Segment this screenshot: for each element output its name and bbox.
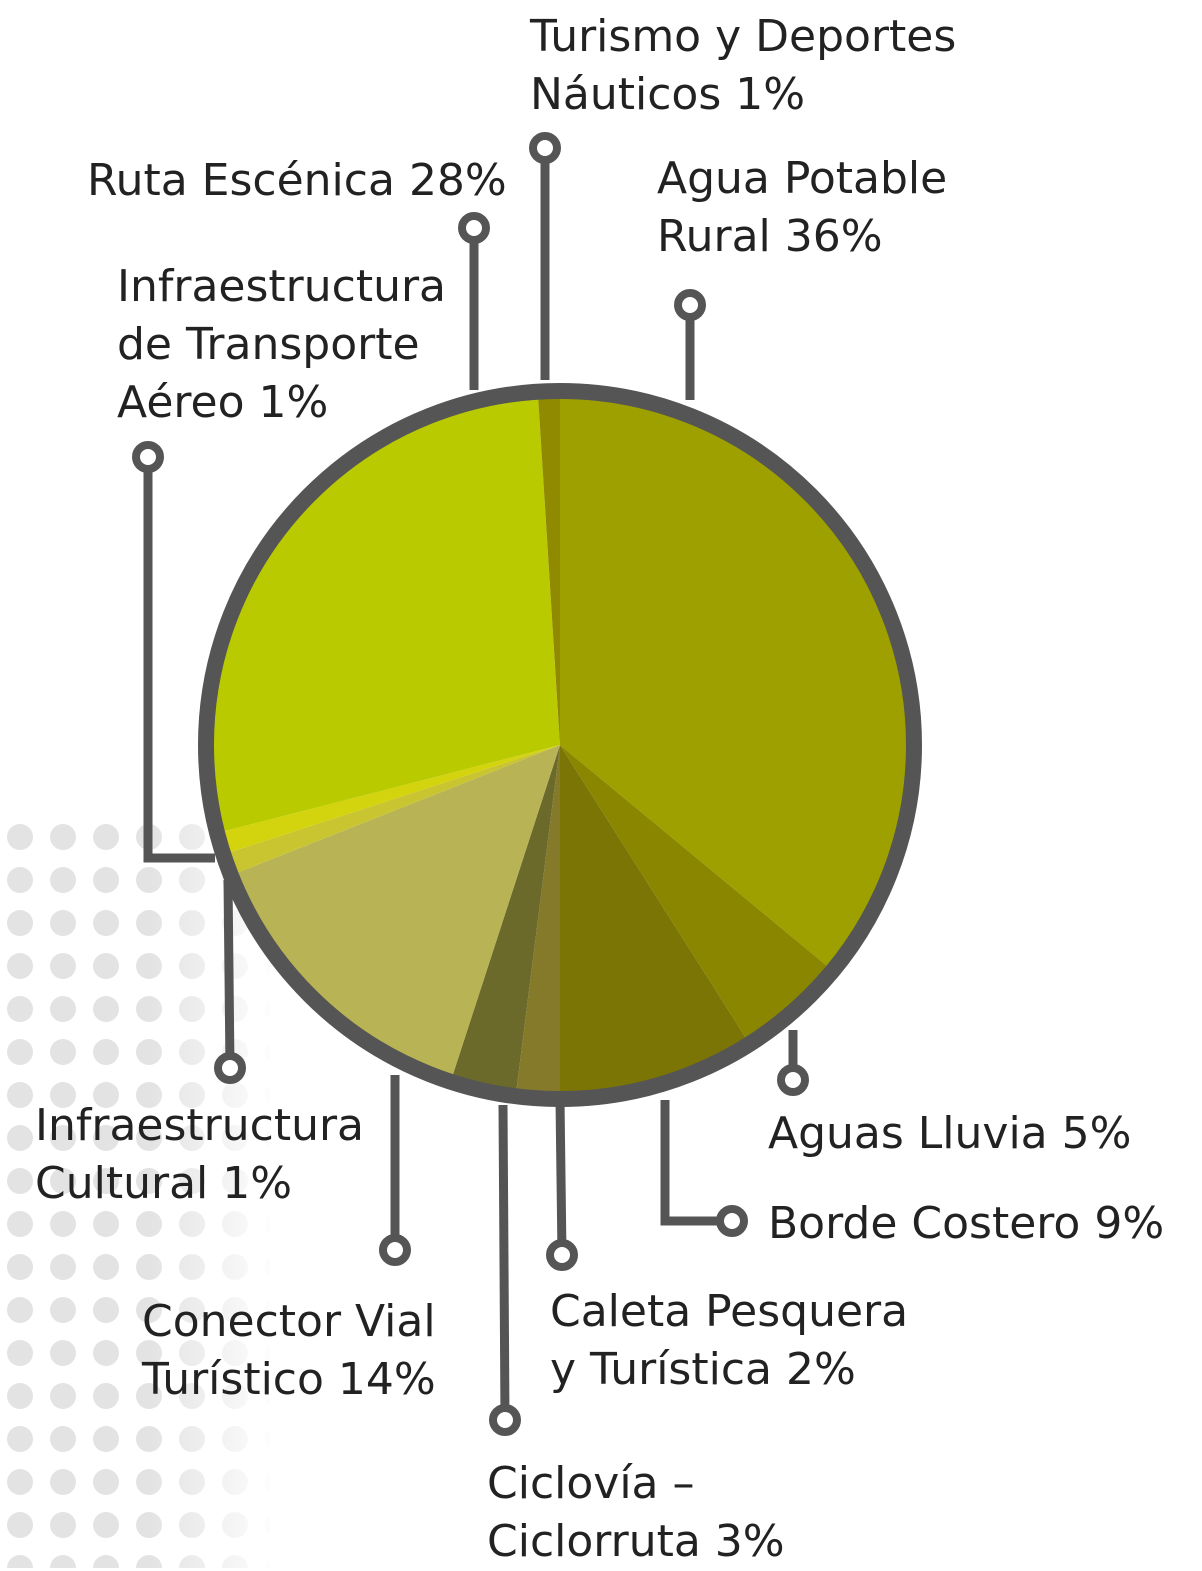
slice-label: Infraestructura Cultural 1% (35, 1097, 375, 1213)
slice (219, 745, 561, 854)
slice-label: Turismo y Deportes Náuticos 1% (530, 8, 960, 124)
slice (560, 745, 832, 1043)
leader-dot (716, 1205, 748, 1237)
leader-dot (458, 212, 490, 244)
leader-line (660, 1100, 732, 1226)
category-name: Infraestructura Cultural (35, 1100, 365, 1209)
slice-label: Infraestructura de Transporte Aéreo 1% (117, 258, 452, 432)
value-label: 28% (408, 155, 507, 206)
slice-label: Conector Vial Turístico 14% (142, 1293, 452, 1409)
slice-label: Ciclovía – Ciclorruta 3% (487, 1455, 807, 1571)
category-name: Caleta Pesquera y Turística (550, 1286, 909, 1395)
value-label: 1% (258, 377, 329, 428)
category-name: Borde Costero (768, 1198, 1081, 1249)
slice (207, 393, 560, 833)
leader-dot (529, 132, 561, 164)
slice-label: Caleta Pesquera y Turística 2% (550, 1283, 920, 1399)
slice (225, 745, 561, 875)
slice-label: Agua Potable Rural 36% (657, 150, 957, 266)
value-label: 2% (785, 1344, 856, 1395)
pie (198, 383, 922, 1107)
leader-dot (546, 1239, 578, 1271)
leader-dot (379, 1234, 411, 1266)
value-label: 5% (1061, 1108, 1132, 1159)
leader-dot (674, 289, 706, 321)
value-label: 1% (735, 69, 806, 120)
leader-dot (214, 1052, 246, 1084)
value-label: 1% (222, 1158, 293, 1209)
leader-dot (777, 1064, 809, 1096)
leader-dot (489, 1404, 521, 1436)
value-label: 3% (714, 1516, 785, 1567)
leaders (132, 132, 809, 1436)
category-name: Aguas Lluvia (768, 1108, 1048, 1159)
category-name: Infraestructura de Transporte Aéreo (117, 261, 447, 428)
category-name: Ciclovía – Ciclorruta (487, 1458, 701, 1567)
slice-label: Ruta Escénica 28% (87, 152, 517, 210)
category-name: Ruta Escénica (87, 155, 395, 206)
category-name: Conector Vial Turístico (142, 1296, 436, 1405)
leader-line (143, 457, 215, 863)
slice (560, 393, 912, 970)
leader-line (555, 1099, 567, 1256)
value-label: 36% (784, 211, 883, 262)
value-label: 9% (1094, 1198, 1165, 1249)
pie-outline (198, 383, 922, 1107)
slice-label: Aguas Lluvia 5% (768, 1105, 1188, 1163)
leader-line (223, 879, 235, 1069)
slice (560, 745, 749, 1097)
slice (537, 393, 560, 745)
category-name: Turismo y Deportes Náuticos (530, 11, 957, 120)
slice (451, 745, 560, 1095)
value-label: 14% (337, 1354, 436, 1405)
slice (515, 745, 560, 1097)
leader-dot (132, 441, 164, 473)
slice-label: Borde Costero 9% (768, 1195, 1188, 1253)
category-name: Agua Potable Rural (657, 153, 948, 262)
leader-line (498, 1104, 510, 1421)
